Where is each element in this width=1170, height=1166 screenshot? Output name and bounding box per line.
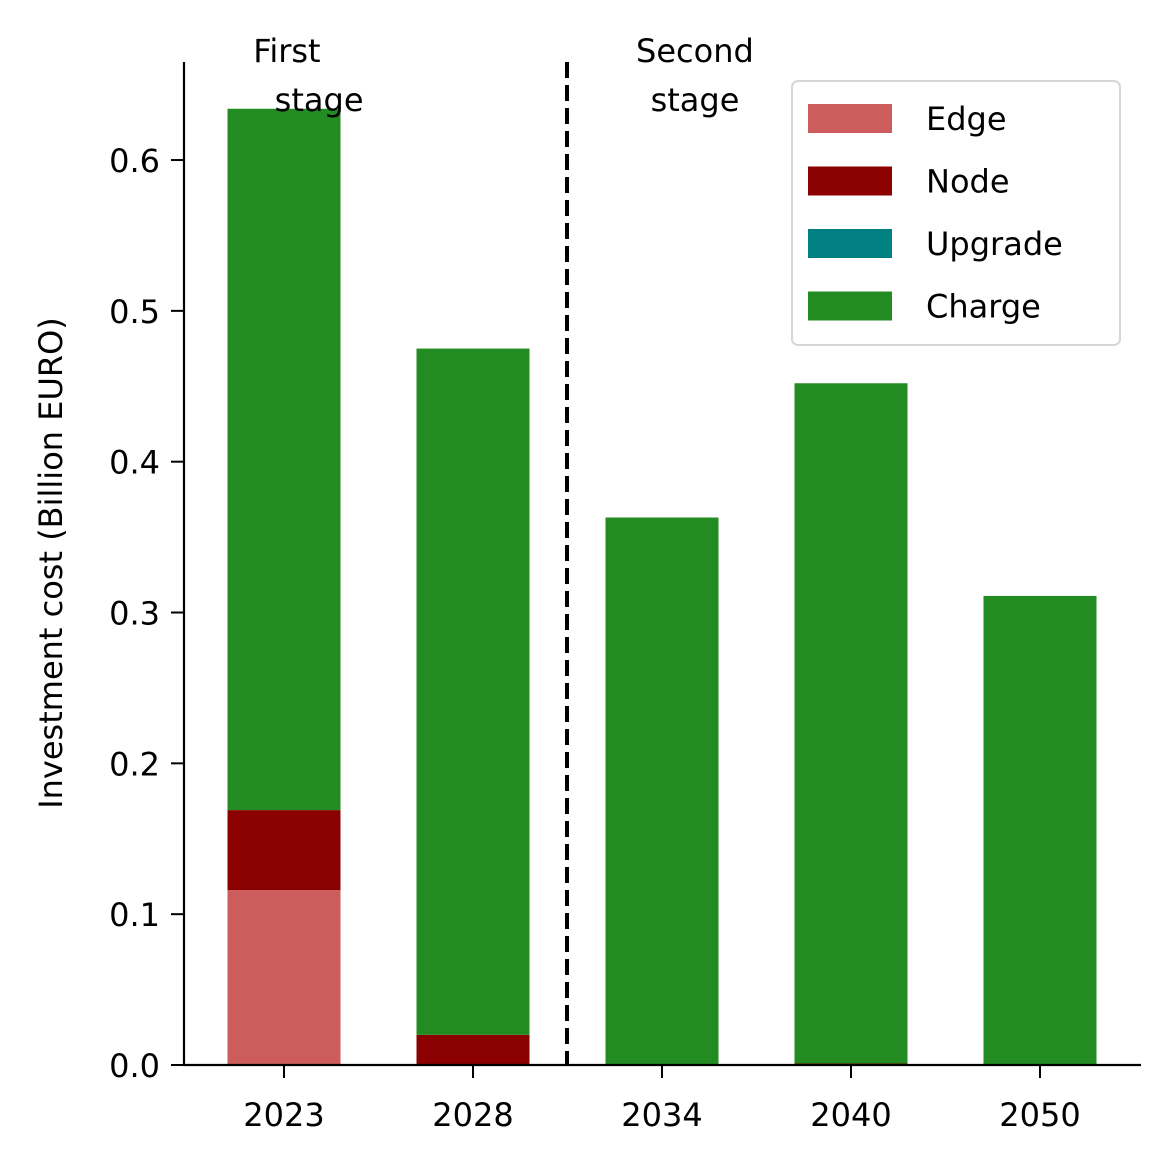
y-tick-label: 0.5: [109, 293, 160, 331]
legend-frame: [791, 80, 1121, 346]
bar-charge-2023: [227, 108, 341, 811]
y-tick-label: 0.2: [109, 745, 160, 783]
legend-label-edge: Edge: [926, 100, 1007, 138]
bar-edge-2023: [227, 890, 341, 1065]
legend-label-charge: Charge: [926, 288, 1041, 326]
second-stage-line-1: Second: [636, 32, 754, 70]
bar-node-2023: [227, 810, 341, 891]
y-tick-label: 0.3: [109, 595, 160, 633]
second-stage-annotation: Second stage: [636, 32, 764, 119]
x-ticks: 2023 2028 2034 2040 2050: [243, 1065, 1081, 1134]
bar-charge-2028: [416, 348, 530, 1035]
first-stage-line-1: First: [253, 32, 320, 70]
bar-node-2028: [416, 1034, 530, 1065]
y-axis-label: Investment cost (Billion EURO): [32, 317, 70, 809]
first-stage-line-2: stage: [265, 81, 364, 119]
bars-layer: [227, 108, 1097, 1065]
y-tick-label: 0.6: [109, 142, 160, 180]
legend-label-upgrade: Upgrade: [926, 225, 1063, 263]
y-tick-label: 0.0: [109, 1047, 160, 1085]
x-tick-label: 2040: [810, 1096, 891, 1134]
first-stage-annotation: First stage: [253, 32, 363, 119]
x-tick-label: 2028: [432, 1096, 513, 1134]
legend: Edge Node Upgrade Charge: [791, 80, 1121, 346]
y-tick-label: 0.4: [109, 444, 160, 482]
bar-charge-2040: [794, 383, 908, 1064]
y-ticks: 0.0 0.1 0.2 0.3 0.4 0.5 0.6: [109, 142, 184, 1085]
legend-swatch-charge: [808, 291, 892, 321]
x-tick-label: 2034: [621, 1096, 702, 1134]
legend-label-node: Node: [926, 163, 1010, 201]
second-stage-line-2: stage: [651, 81, 740, 119]
y-tick-label: 0.1: [109, 896, 160, 934]
bar-charge-2050: [983, 595, 1097, 1065]
legend-swatch-edge: [808, 104, 892, 133]
legend-swatch-upgrade: [808, 229, 892, 258]
bar-charge-2034: [605, 517, 719, 1065]
legend-swatch-node: [808, 166, 892, 196]
x-tick-label: 2050: [999, 1096, 1080, 1134]
x-tick-label: 2023: [243, 1096, 324, 1134]
legend-items: Edge Node Upgrade Charge: [808, 100, 1063, 326]
